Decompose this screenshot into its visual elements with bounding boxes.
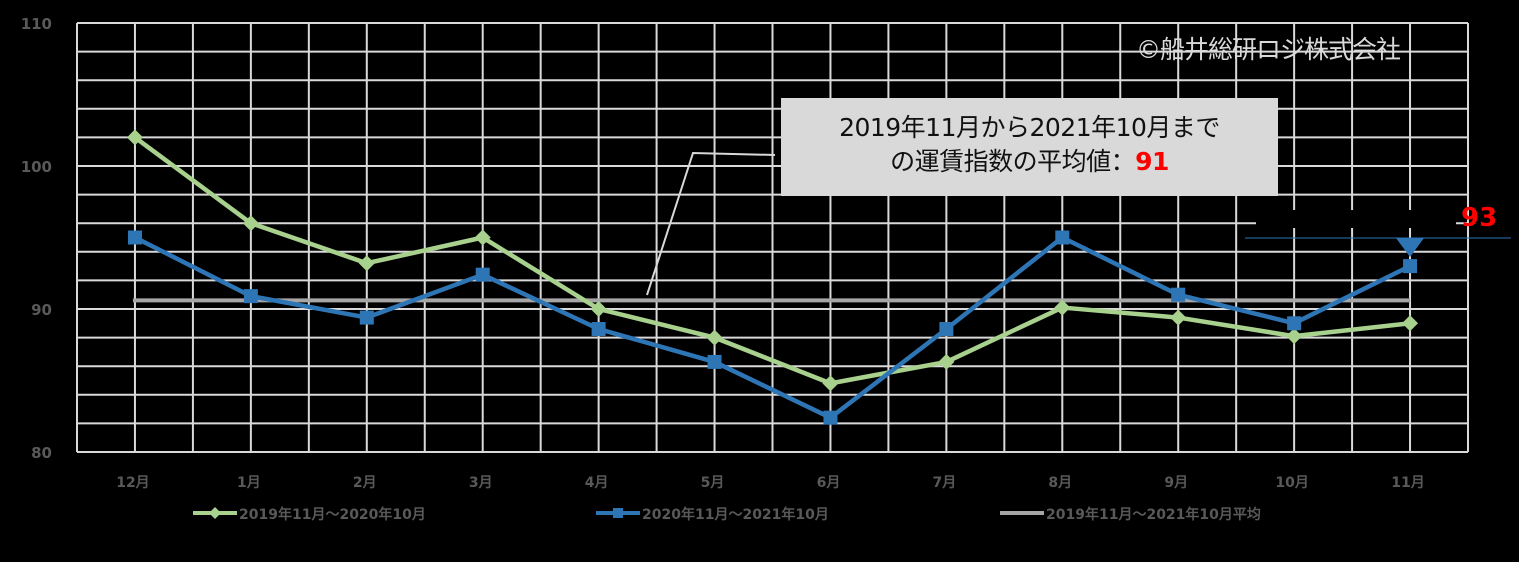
square-marker	[707, 354, 722, 369]
square-marker	[1171, 287, 1186, 302]
x-tick-label: 7月	[933, 475, 957, 491]
annotation-pointer	[1245, 237, 1511, 257]
y-tick-label: 110	[21, 15, 52, 33]
callout-connector	[646, 151, 776, 296]
x-tick-label: 8月	[1048, 475, 1072, 491]
callout-line-1: 2019年11月から2021年10月まで	[839, 113, 1220, 142]
series-0	[126, 129, 1419, 392]
legend-item-1: 2020年11月～2021年10月	[596, 506, 829, 523]
legend: 2019年11月～2020年10月 2020年11月～2021年10月 2019年1…	[193, 506, 1261, 523]
copyright-text: ©船井総研ロジ株式会社	[1136, 35, 1401, 64]
x-tick-label: 11月	[1391, 475, 1424, 491]
x-tick-label: 9月	[1164, 475, 1188, 491]
legend-diamond-icon	[209, 507, 221, 519]
diamond-marker	[1054, 299, 1071, 316]
diamond-marker	[1170, 309, 1187, 326]
diamond-marker	[706, 329, 723, 346]
legend-label: 2019年11月～2021年10月平均	[1046, 506, 1261, 523]
diamond-marker	[590, 301, 607, 317]
series-1	[127, 230, 1418, 425]
x-tick-label: 2月	[353, 475, 377, 491]
x-tick-label: 1月	[237, 475, 261, 491]
square-marker	[475, 267, 490, 282]
legend-label: 2019年11月～2020年10月	[239, 506, 426, 523]
diamond-marker	[358, 255, 375, 272]
legend-label: 2020年11月～2021年10月	[642, 506, 829, 523]
diamond-marker	[1286, 328, 1303, 345]
x-tick-label: 12月	[116, 475, 149, 491]
square-marker	[243, 289, 258, 304]
legend-square-icon	[613, 508, 623, 518]
callout-line-2: の運賃指数の平均値：91	[781, 145, 1278, 179]
diamond-marker	[938, 353, 955, 370]
square-marker	[591, 322, 606, 337]
latest-value-label: 93	[1461, 203, 1498, 233]
square-marker	[823, 410, 838, 425]
y-axis: 80 90 100 110	[21, 15, 52, 462]
y-tick-label: 80	[31, 444, 52, 462]
square-marker	[1287, 316, 1302, 331]
diamond-marker	[474, 229, 491, 246]
hidden-annotation-label	[1256, 210, 1456, 228]
x-axis: 12月 1月 2月 3月 4月 5月 6月 7月 8月 9月 10月 11月	[116, 475, 1425, 491]
x-tick-label: 5月	[701, 475, 725, 491]
x-tick-label: 10月	[1275, 475, 1308, 491]
average-value: 91	[1135, 147, 1169, 176]
square-marker	[359, 310, 374, 325]
callout-line-2-prefix: の運賃指数の平均値：	[890, 147, 1136, 176]
x-tick-label: 3月	[469, 475, 493, 491]
average-callout: 2019年11月から2021年10月まで の運賃指数の平均値：91	[781, 98, 1278, 196]
data-series	[126, 129, 1419, 425]
diamond-marker	[242, 215, 259, 232]
legend-item-2: 2019年11月～2021年10月平均	[1000, 506, 1261, 523]
square-marker	[939, 322, 954, 337]
diamond-marker	[822, 375, 839, 392]
legend-item-0: 2019年11月～2020年10月	[193, 506, 426, 523]
x-tick-label: 4月	[585, 475, 609, 491]
square-marker	[1403, 259, 1418, 274]
x-tick-label: 6月	[817, 475, 841, 491]
square-marker	[127, 230, 142, 245]
diamond-marker	[1402, 315, 1419, 332]
diamond-marker	[126, 129, 143, 146]
down-triangle-icon	[1396, 238, 1424, 257]
y-tick-label: 100	[21, 158, 52, 176]
y-tick-label: 90	[31, 301, 52, 319]
square-marker	[1055, 230, 1070, 245]
